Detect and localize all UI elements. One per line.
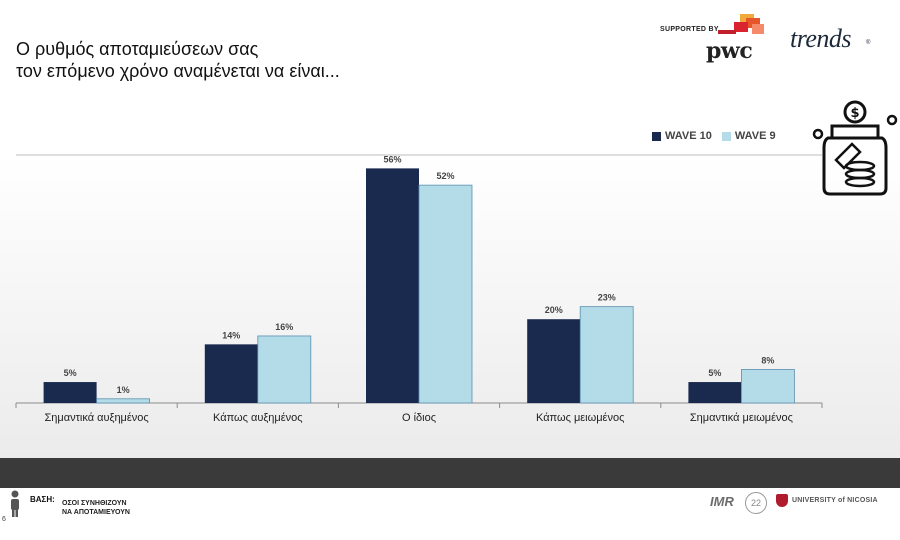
page-title: Ο ρυθμός αποταμιεύσεων σας τον επόμενο χ… [16,38,340,82]
imr-logo: IMR [710,494,734,509]
title-line-2: τον επόμενο χρόνο αναμένεται να είναι... [16,61,340,81]
chart-legend: WAVE 10 WAVE 9 [652,130,776,142]
supported-by-label: SUPPORTED BY [660,26,719,33]
base-label: ΒΑΣΗ: [30,495,55,504]
category-label: Ο ίδιος [402,412,436,424]
bar-wave-9 [741,369,795,404]
base-line-2: ΝΑ ΑΠΟΤΑΜΙΕΥΟΥΝ [62,509,130,516]
data-label-wave-9: 8% [761,355,774,365]
bar-wave-10 [366,168,419,403]
pwc-logo-text: pwc [706,38,753,64]
base-description: ΟΣΟΙ ΣΥΝΗΘΙΖΟΥΝ ΝΑ ΑΠΟΤΑΜΙΕΥΟΥΝ [62,499,130,517]
data-label-wave-10: 56% [383,154,401,164]
bar-wave-10 [688,382,742,403]
footer-band [0,458,900,488]
data-label-wave-10: 5% [64,368,77,378]
university-name: UNIVERSITY of NICOSIA [792,497,878,504]
trends-registered-mark: ® [866,40,871,46]
bar-wave-9 [96,398,150,404]
university-shield-icon [776,494,788,507]
title-line-1: Ο ρυθμός αποταμιεύσεων σας [16,39,259,59]
bar-wave-9 [418,184,473,404]
person-icon [11,490,19,517]
data-label-wave-9: 16% [275,322,293,332]
bar-wave-10 [43,382,97,403]
data-label-wave-10: 5% [708,368,721,378]
bar-chart: 5% 1% Σημαντικά αυξημένος 14% 16% Κάπως αυξημ… [15,154,823,424]
savings-jar-icon: $ [812,100,898,196]
legend-label-wave-10: WAVE 10 [665,130,712,142]
legend-label-wave-9: WAVE 9 [734,130,776,142]
svg-text:$: $ [850,106,859,121]
bar-wave-9 [257,335,312,404]
data-label-wave-9: 23% [598,293,616,303]
data-label-wave-9: 1% [117,385,130,395]
page-number: 6 [2,516,6,523]
base-line-1: ΟΣΟΙ ΣΥΝΗΘΙΖΟΥΝ [62,500,127,507]
anniversary-badge: 22 [745,492,767,514]
data-label-wave-10: 14% [222,330,240,340]
bar-wave-10 [527,319,581,403]
data-label-wave-10: 20% [545,305,563,315]
legend-item-wave-10: WAVE 10 [652,130,712,142]
university-logo: UNIVERSITY of NICOSIA [776,494,878,507]
category-label: Σημαντικά μειωμένος [690,412,793,424]
pwc-logo-icon [718,14,764,34]
bar-wave-10 [204,344,258,403]
legend-swatch-wave-10 [652,131,661,141]
category-label: Σημαντικά αυξημένος [44,412,148,424]
legend-swatch-wave-9 [721,131,731,141]
data-label-wave-9: 52% [436,171,454,181]
legend-item-wave-9: WAVE 9 [721,130,776,142]
category-label: Κάπως αυξημένος [213,412,303,424]
bar-wave-9 [579,306,634,404]
category-label: Κάπως μειωμένος [536,412,624,424]
trends-logo: trends [790,24,852,53]
